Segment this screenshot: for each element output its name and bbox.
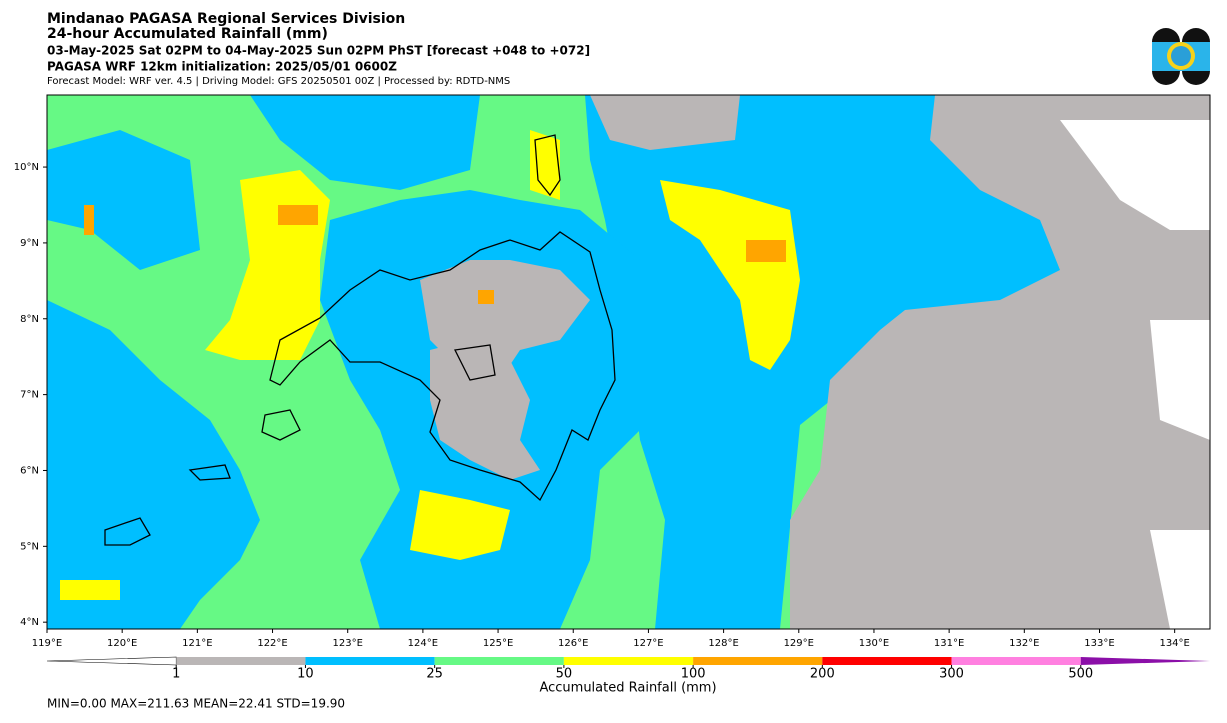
model-info: Forecast Model: WRF ver. 4.5 | Driving M… — [47, 76, 510, 87]
island-outline — [454, 344, 496, 381]
y-tick-label: 5°N — [20, 541, 39, 552]
subtitle: 24-hour Accumulated Rainfall (mm) — [47, 26, 328, 42]
colorbar-tick-label: 100 — [681, 667, 706, 682]
island-outline — [534, 134, 561, 197]
x-tick-label: 129°E — [784, 638, 814, 649]
y-tick-label: 10°N — [14, 162, 39, 173]
x-tick-label: 127°E — [633, 638, 663, 649]
colorbar-segment — [305, 657, 435, 665]
island-outline — [188, 464, 231, 481]
colorbar-under — [46, 656, 177, 666]
field-white — [1150, 530, 1210, 629]
field-yellow — [410, 490, 510, 560]
colorbar-segment — [176, 657, 306, 665]
island-outline — [261, 409, 301, 441]
colorbar-segment — [822, 657, 952, 665]
colorbar-tick-label: 10 — [297, 667, 314, 682]
field-gray — [590, 95, 740, 150]
colorbar-segment — [434, 657, 564, 665]
x-tick-label: 130°E — [859, 638, 889, 649]
x-tick-label: 119°E — [32, 638, 62, 649]
colorbar-tick-label: 300 — [939, 667, 964, 682]
colorbar-segment — [563, 657, 694, 665]
logo — [1152, 28, 1210, 85]
y-tick-label: 7°N — [20, 390, 39, 401]
x-tick-label: 133°E — [1084, 638, 1114, 649]
x-tick-label: 134°E — [1159, 638, 1189, 649]
x-tick-label: 122°E — [257, 638, 287, 649]
x-tick-label: 128°E — [708, 638, 738, 649]
field-yellow — [60, 580, 120, 600]
x-tick-label: 123°E — [333, 638, 363, 649]
title: Mindanao PAGASA Regional Services Divisi… — [47, 11, 405, 27]
colorbar-segment — [951, 657, 1081, 665]
colorbar-segment — [693, 657, 823, 665]
mindanao-outline — [269, 231, 616, 502]
logo-seal — [1171, 46, 1191, 66]
field-orange — [84, 205, 94, 235]
island-outline — [104, 517, 151, 546]
colorbar-tick-label: 25 — [426, 667, 443, 682]
field-yellow — [530, 130, 560, 200]
x-tick-label: 131°E — [934, 638, 964, 649]
map-frame — [46, 94, 1211, 630]
y-tick-label: 4°N — [20, 617, 39, 628]
y-tick-label: 8°N — [20, 314, 39, 325]
x-tick-label: 121°E — [182, 638, 212, 649]
field-blue — [47, 130, 200, 270]
colorbar-tick-label: 500 — [1068, 667, 1093, 682]
x-tick-label: 124°E — [408, 638, 438, 649]
x-tick-label: 132°E — [1009, 638, 1039, 649]
y-tick-label: 6°N — [20, 465, 39, 476]
field-orange — [478, 290, 494, 304]
initialization: PAGASA WRF 12km initialization: 2025/05/… — [47, 60, 397, 74]
y-tick-label: 9°N — [20, 238, 39, 249]
colorbar-tick-label: 200 — [810, 667, 835, 682]
colorbar-over — [1080, 657, 1210, 665]
field-blue — [47, 300, 260, 629]
field-blue — [250, 95, 480, 190]
field-orange — [746, 240, 786, 262]
x-tick-label: 120°E — [107, 638, 137, 649]
rainfall-field — [47, 95, 1210, 629]
stats: MIN=0.00 MAX=211.63 MEAN=22.41 STD=19.90 — [47, 697, 345, 711]
period: 03-May-2025 Sat 02PM to 04-May-2025 Sun … — [47, 44, 590, 58]
colorbar-tick-label: 1 — [172, 667, 180, 682]
field-orange — [278, 205, 318, 225]
x-tick-label: 126°E — [558, 638, 588, 649]
field-gray — [430, 340, 540, 480]
field-white — [1150, 320, 1210, 440]
colorbar-tick-label: 50 — [556, 667, 573, 682]
field-yellow — [660, 180, 800, 370]
coastlines — [104, 134, 616, 546]
x-tick-label: 125°E — [483, 638, 513, 649]
colorbar-label: Accumulated Rainfall (mm) — [539, 681, 716, 696]
field-white — [1060, 120, 1210, 230]
field-gray — [790, 95, 1210, 629]
